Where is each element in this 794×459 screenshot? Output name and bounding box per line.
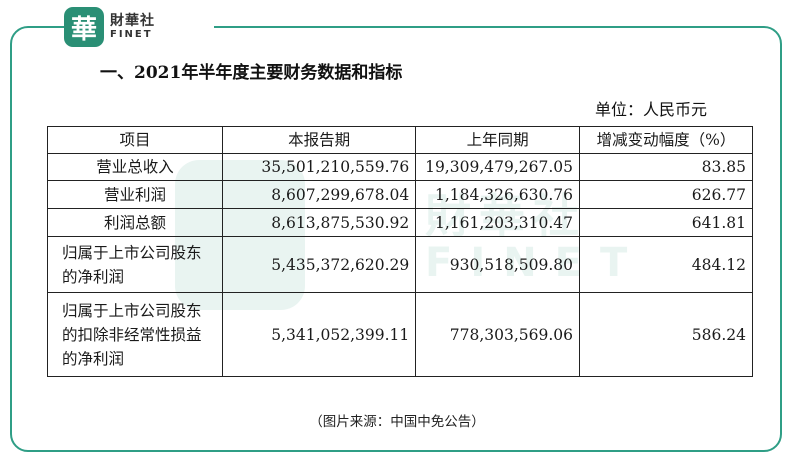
row-change: 586.24 [579,292,753,377]
finet-logo: 華 財華社 FINET [64,6,214,48]
card-frame [10,26,782,452]
section-title: 一、2021年半年度主要财务数据和指标 [100,63,403,83]
row-item: 利润总额 [47,208,223,237]
row-current: 35,501,210,559.76 [221,153,417,181]
row-change: 641.81 [579,208,753,237]
row-item: 归属于上市公司股东的扣除非经常性损益的净利润 [47,292,223,377]
table-row: 归属于上市公司股东的扣除非经常性损益的净利润 5,341,052,399.11 … [47,292,753,377]
row-item: 营业总收入 [47,153,223,181]
header-prior: 上年同期 [415,126,580,154]
row-item: 营业利润 [47,180,223,209]
row-prior: 930,518,509.80 [415,236,580,293]
row-change: 626.77 [579,180,753,209]
row-prior: 1,184,326,630.76 [415,180,580,209]
row-prior: 19,309,479,267.05 [415,153,580,181]
logo-name-cn: 財華社 [110,13,155,29]
row-change: 83.85 [579,153,753,181]
row-item: 归属于上市公司股东的净利润 [47,236,223,293]
table-row: 归属于上市公司股东的净利润 5,435,372,620.29 930,518,5… [47,236,753,293]
row-current: 5,341,052,399.11 [221,292,417,377]
financial-table: 项目 本报告期 上年同期 增减变动幅度（%） 营业总收入 35,501,210,… [47,126,753,377]
row-current: 8,607,299,678.04 [221,180,417,209]
table-row: 营业利润 8,607,299,678.04 1,184,326,630.76 6… [47,180,753,209]
row-change: 484.12 [579,236,753,293]
header-item: 项目 [47,126,223,154]
table-row: 利润总额 8,613,875,530.92 1,161,203,310.47 6… [47,208,753,237]
table-header-row: 项目 本报告期 上年同期 增减变动幅度（%） [47,126,753,154]
logo-text: 財華社 FINET [110,13,155,41]
header-current: 本报告期 [221,126,417,154]
image-caption: （图片来源：中国中免公告） [309,414,485,430]
row-current: 8,613,875,530.92 [221,208,417,237]
unit-label: 单位：人民币元 [595,100,708,119]
table-row: 营业总收入 35,501,210,559.76 19,309,479,267.0… [47,153,753,181]
logo-mark-icon: 華 [64,7,104,47]
row-current: 5,435,372,620.29 [221,236,417,293]
header-change: 增减变动幅度（%） [579,126,753,154]
row-prior: 778,303,569.06 [415,292,580,377]
logo-name-en: FINET [110,29,153,40]
row-prior: 1,161,203,310.47 [415,208,580,237]
